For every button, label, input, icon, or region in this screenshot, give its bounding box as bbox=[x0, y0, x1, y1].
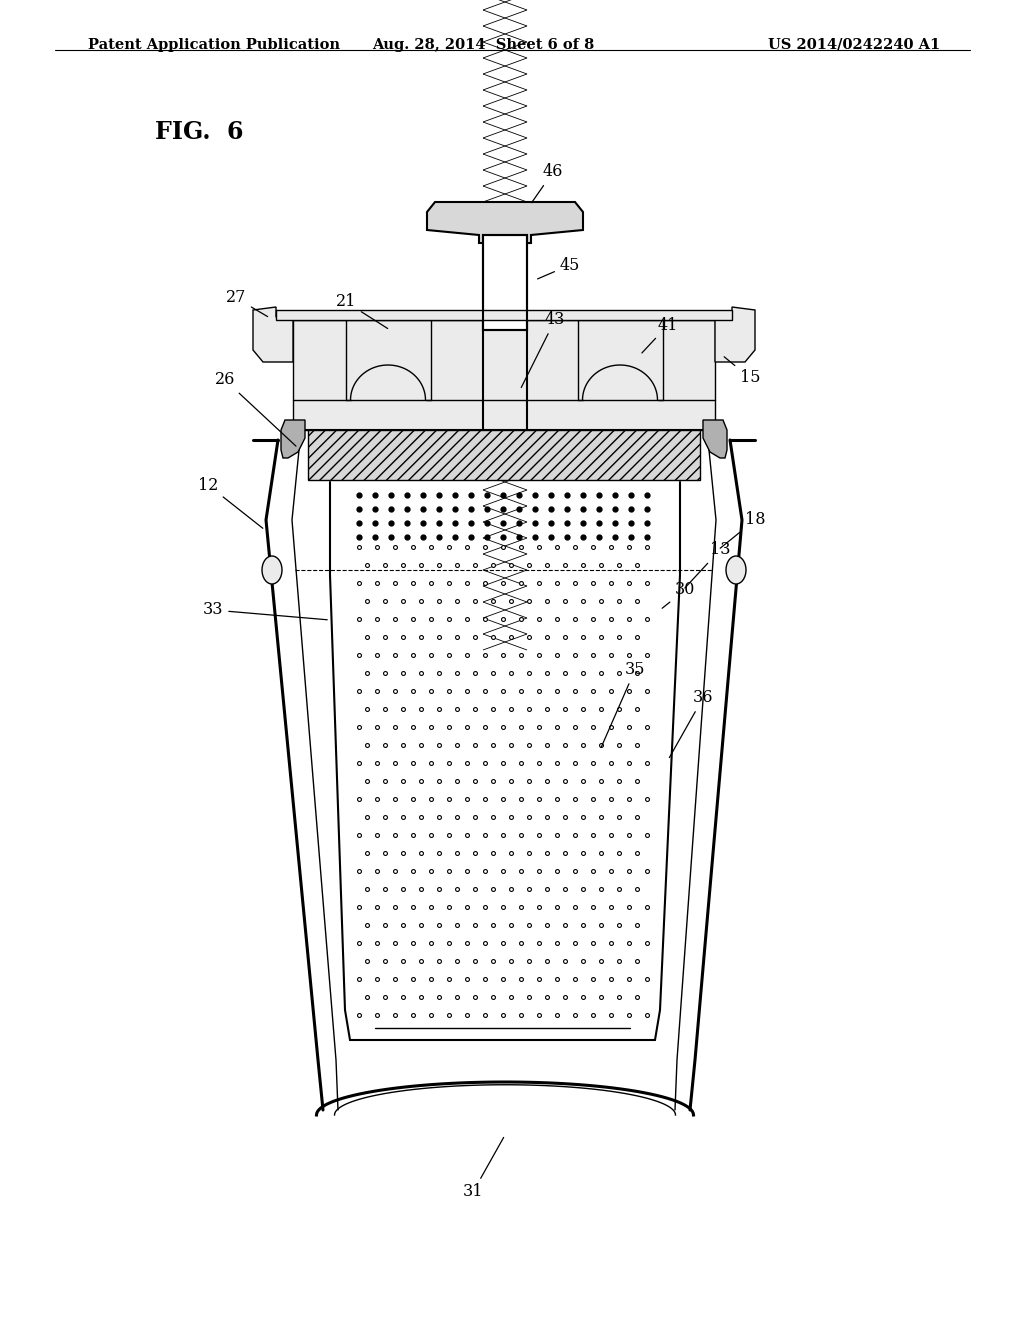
Text: 35: 35 bbox=[601, 661, 645, 747]
Text: 33: 33 bbox=[203, 602, 328, 620]
Polygon shape bbox=[281, 420, 305, 458]
Ellipse shape bbox=[726, 556, 746, 583]
Polygon shape bbox=[276, 310, 732, 319]
Text: 21: 21 bbox=[336, 293, 388, 329]
Text: 18: 18 bbox=[720, 511, 765, 548]
Text: 26: 26 bbox=[215, 371, 296, 446]
Text: 36: 36 bbox=[670, 689, 714, 758]
Text: 15: 15 bbox=[724, 356, 760, 387]
Text: Patent Application Publication: Patent Application Publication bbox=[88, 38, 340, 51]
Text: 46: 46 bbox=[531, 164, 563, 203]
Text: 30: 30 bbox=[663, 582, 695, 609]
Text: 41: 41 bbox=[642, 317, 678, 352]
Polygon shape bbox=[293, 319, 715, 430]
Text: 31: 31 bbox=[463, 1138, 504, 1200]
Ellipse shape bbox=[262, 556, 282, 583]
Text: 12: 12 bbox=[198, 477, 263, 528]
Text: FIG.  6: FIG. 6 bbox=[155, 120, 244, 144]
Polygon shape bbox=[308, 430, 700, 480]
Polygon shape bbox=[483, 235, 527, 330]
Polygon shape bbox=[715, 308, 755, 362]
Text: 45: 45 bbox=[538, 256, 581, 279]
Polygon shape bbox=[703, 420, 727, 458]
Polygon shape bbox=[253, 308, 293, 362]
Text: 27: 27 bbox=[226, 289, 267, 317]
Text: 13: 13 bbox=[685, 541, 730, 587]
Polygon shape bbox=[427, 202, 583, 243]
Text: Aug. 28, 2014  Sheet 6 of 8: Aug. 28, 2014 Sheet 6 of 8 bbox=[372, 38, 594, 51]
Text: US 2014/0242240 A1: US 2014/0242240 A1 bbox=[768, 38, 940, 51]
Text: 43: 43 bbox=[521, 312, 565, 388]
